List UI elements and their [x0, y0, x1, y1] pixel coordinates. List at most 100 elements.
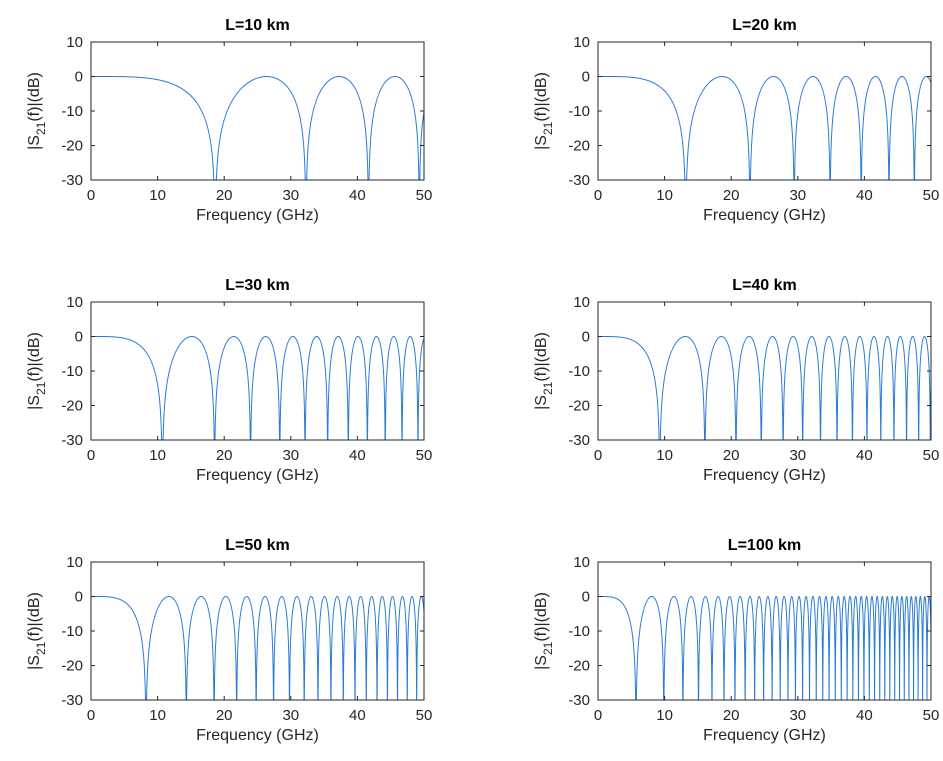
- x-tick-label: 10: [149, 447, 166, 464]
- y-axis-label: |S21(f)|(dB): [533, 72, 555, 150]
- x-tick-label: 40: [349, 447, 366, 464]
- y-label-part: |S: [26, 395, 43, 410]
- x-tick-label: 50: [416, 187, 433, 204]
- plot-area: [598, 42, 931, 180]
- x-tick-label: 30: [789, 447, 806, 464]
- y-label-subscript: 21: [34, 381, 48, 395]
- y-tick-label: -20: [61, 398, 83, 415]
- y-tick-label: -10: [568, 623, 590, 640]
- x-tick-label: 10: [656, 187, 673, 204]
- y-tick-label: 0: [75, 589, 83, 606]
- y-tick-label: 0: [582, 69, 590, 86]
- y-tick-label: 0: [75, 329, 83, 346]
- y-label-part: |S: [533, 395, 550, 410]
- x-tick-label: 40: [856, 187, 873, 204]
- y-tick-label: -30: [568, 432, 590, 449]
- y-axis-label: |S21(f)|(dB): [26, 72, 48, 150]
- y-tick-label: -30: [568, 692, 590, 709]
- x-axis-label: Frequency (GHz): [196, 727, 319, 744]
- y-axis-label: |S21(f)|(dB): [26, 592, 48, 670]
- x-tick-label: 10: [656, 707, 673, 724]
- x-tick-label: 20: [216, 707, 233, 724]
- subplot-title: L=40 km: [732, 277, 796, 294]
- y-tick-label: -20: [568, 398, 590, 415]
- y-label-subscript: 21: [541, 641, 555, 655]
- subplot-6: L=100 km 0 10 20 30 40 50 10 0 -10 -20 -30 Frequency…: [533, 537, 939, 744]
- x-tick-label: 20: [723, 187, 740, 204]
- x-tick-label: 50: [416, 707, 433, 724]
- subplot-title: L=30 km: [225, 277, 289, 294]
- y-tick-label: 0: [582, 589, 590, 606]
- y-tick-label: -10: [568, 103, 590, 120]
- y-tick-label: -30: [61, 692, 83, 709]
- response-curve: [598, 595, 932, 701]
- x-tick-label: 20: [723, 707, 740, 724]
- y-tick-label: -10: [61, 623, 83, 640]
- x-tick-label: 10: [656, 447, 673, 464]
- x-tick-label: 30: [789, 707, 806, 724]
- y-tick-label: 10: [573, 34, 590, 51]
- plot-area: [91, 42, 424, 180]
- x-tick-label: 30: [789, 187, 806, 204]
- x-axis-label: Frequency (GHz): [196, 207, 319, 224]
- y-axis-label: |S21(f)|(dB): [26, 332, 48, 410]
- x-tick-label: 0: [594, 447, 602, 464]
- y-tick-label: -20: [61, 138, 83, 155]
- x-tick-label: 50: [416, 447, 433, 464]
- subplot-title: L=50 km: [225, 537, 289, 554]
- y-label-subscript: 21: [34, 121, 48, 135]
- y-label-part: |S: [26, 135, 43, 150]
- x-tick-label: 20: [723, 447, 740, 464]
- y-axis-label: |S21(f)|(dB): [533, 592, 555, 670]
- y-tick-label: 0: [582, 329, 590, 346]
- x-tick-label: 50: [923, 707, 940, 724]
- subplot-4: L=40 km 0 10 20 30 40 50 10 0 -10 -20 -30 Frequency …: [533, 277, 939, 484]
- y-tick-label: 10: [66, 554, 83, 571]
- x-tick-label: 30: [282, 447, 299, 464]
- x-tick-label: 0: [594, 707, 602, 724]
- y-tick-label: -20: [568, 138, 590, 155]
- y-label-part: (f)|(dB): [533, 332, 550, 381]
- subplot-title: L=100 km: [728, 537, 801, 554]
- subplot-title: L=10 km: [225, 17, 289, 34]
- y-tick-label: -10: [568, 363, 590, 380]
- y-tick-label: -20: [61, 658, 83, 675]
- subplot-3: L=30 km 0 10 20 30 40 50 10 0 -10 -20 -30 Frequency …: [26, 277, 432, 484]
- subplot-title: L=20 km: [732, 17, 796, 34]
- y-label-part: |S: [533, 135, 550, 150]
- x-tick-label: 40: [349, 707, 366, 724]
- y-label-part: (f)|(dB): [26, 332, 43, 381]
- x-tick-label: 40: [856, 707, 873, 724]
- x-axis-label: Frequency (GHz): [703, 727, 826, 744]
- plot-area: [91, 302, 424, 440]
- response-curve: [91, 336, 425, 441]
- y-label-subscript: 21: [541, 381, 555, 395]
- response-curve: [598, 76, 932, 181]
- y-tick-label: -10: [61, 363, 83, 380]
- y-label-subscript: 21: [541, 121, 555, 135]
- y-tick-label: 10: [573, 554, 590, 571]
- y-axis-label: |S21(f)|(dB): [533, 332, 555, 410]
- y-label-part: (f)|(dB): [26, 592, 43, 641]
- x-tick-label: 10: [149, 707, 166, 724]
- y-tick-label: 10: [66, 294, 83, 311]
- x-tick-label: 20: [216, 447, 233, 464]
- plot-area: [91, 562, 424, 700]
- x-tick-label: 10: [149, 187, 166, 204]
- subplot-1: L=10 km 0 10 20 30 40 50 10 0 -10 -20 -30 Frequency …: [26, 17, 432, 224]
- x-axis-label: Frequency (GHz): [703, 467, 826, 484]
- y-label-subscript: 21: [34, 641, 48, 655]
- x-axis-label: Frequency (GHz): [703, 207, 826, 224]
- x-tick-label: 30: [282, 707, 299, 724]
- x-tick-label: 50: [923, 447, 940, 464]
- response-curve: [598, 336, 932, 441]
- x-tick-label: 0: [594, 187, 602, 204]
- y-label-part: (f)|(dB): [533, 72, 550, 121]
- x-tick-label: 20: [216, 187, 233, 204]
- x-tick-label: 40: [856, 447, 873, 464]
- x-tick-label: 40: [349, 187, 366, 204]
- y-tick-label: -10: [61, 103, 83, 120]
- y-tick-label: 10: [573, 294, 590, 311]
- y-tick-label: 10: [66, 34, 83, 51]
